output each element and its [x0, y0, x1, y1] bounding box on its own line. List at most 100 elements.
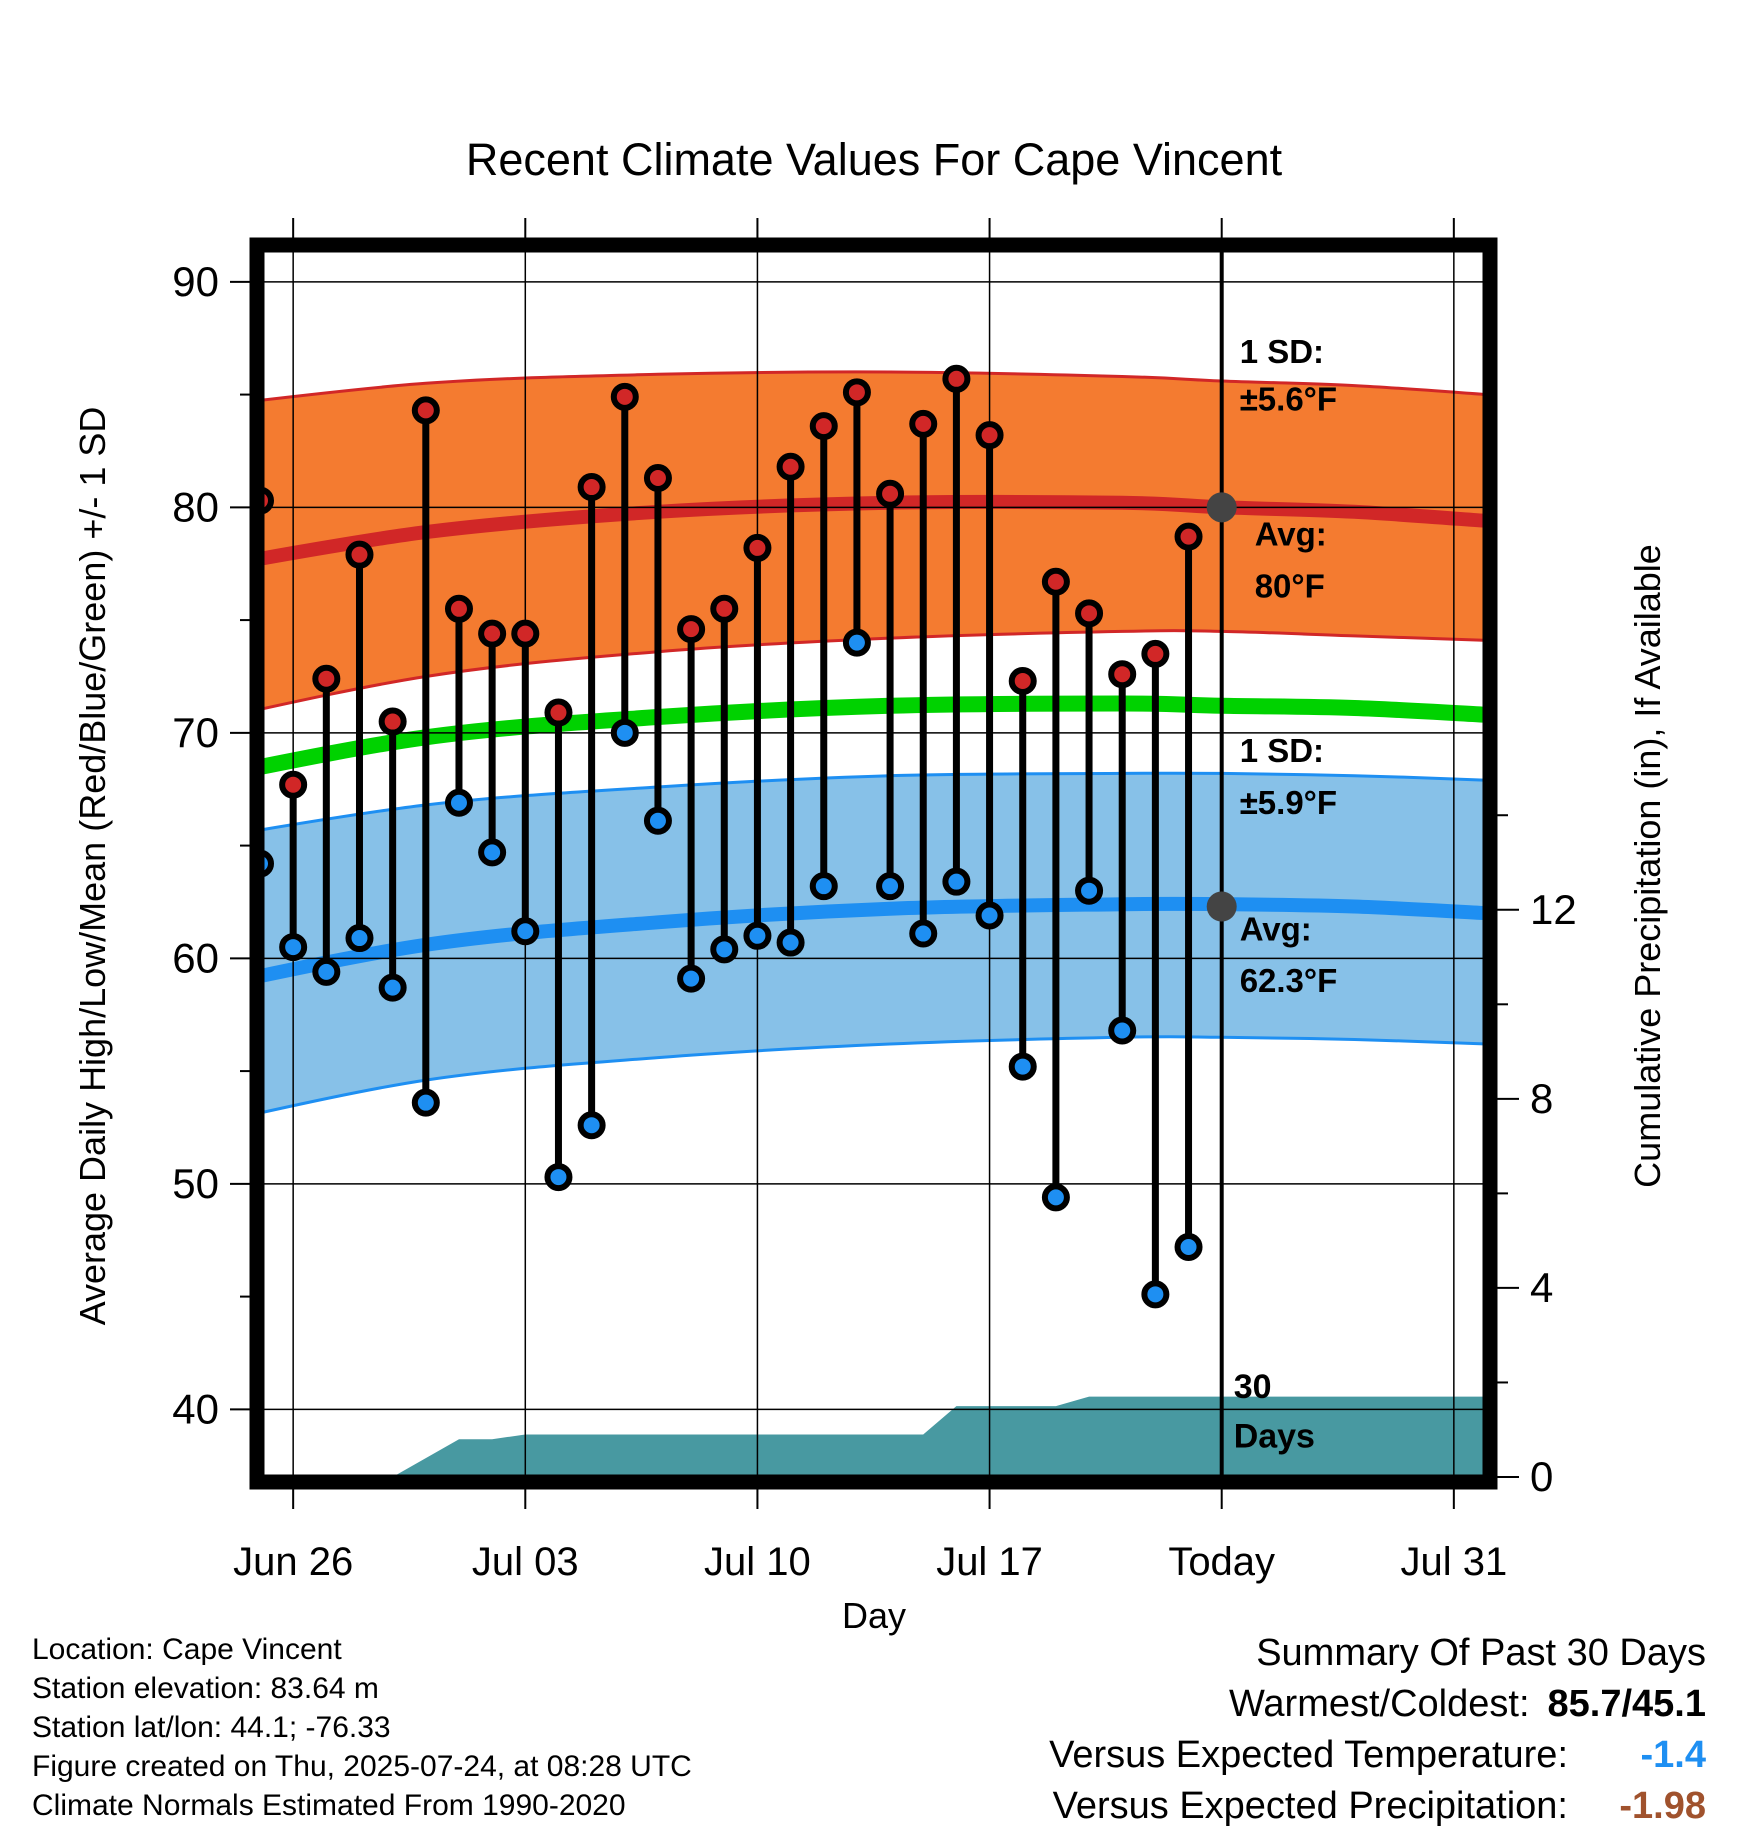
low-point: [1075, 876, 1104, 905]
high-point: [610, 382, 639, 411]
high-point: [511, 619, 540, 648]
low-point: [776, 928, 805, 957]
low-avg-label: Avg:: [1240, 910, 1312, 947]
low-point: [975, 901, 1004, 930]
summary-panel: Summary Of Past 30 Days Warmest/Coldest:…: [1049, 1628, 1706, 1832]
x-tick-label: Jul 31: [1400, 1540, 1507, 1584]
low-point: [1141, 1280, 1170, 1309]
summary-title: Summary Of Past 30 Days: [1256, 1632, 1706, 1674]
y2-tick-label: 8: [1530, 1075, 1553, 1122]
created-text: Figure created on Thu, 2025-07-24, at 08…: [32, 1750, 692, 1783]
period-days-label: Days: [1234, 1418, 1315, 1456]
temp-value: -1.4: [1640, 1734, 1706, 1776]
plot-frame: [249, 237, 1498, 1490]
high-point: [776, 452, 805, 481]
warm-cold-label: Warmest/Coldest:: [1228, 1683, 1530, 1725]
high-point: [478, 619, 507, 648]
x-tick-label: Jul 03: [472, 1540, 579, 1584]
low-point: [909, 919, 938, 948]
y2-tick-label: 0: [1530, 1453, 1553, 1500]
high-point: [1041, 567, 1070, 596]
high-sd-label: 1 SD:: [1240, 333, 1324, 370]
high-point: [876, 479, 905, 508]
station-info: Location: Cape Vincent Station elevation…: [32, 1630, 692, 1825]
high-point: [312, 664, 341, 693]
high-point: [677, 615, 706, 644]
y-tick-label: 70: [172, 709, 219, 756]
elevation-text: Station elevation: 83.64 m: [32, 1672, 379, 1705]
low-point: [478, 838, 507, 867]
precip-label: Versus Expected Precipitation:: [1052, 1785, 1568, 1827]
y-tick-label: 80: [172, 483, 219, 530]
high-avg-value: 80°F: [1255, 568, 1325, 605]
y2-tick-label: 12: [1530, 886, 1577, 933]
y-tick-label: 40: [172, 1385, 219, 1432]
x-tick-label: Jul 10: [704, 1540, 811, 1584]
x-tick-label: Today: [1168, 1540, 1275, 1584]
low-point: [643, 806, 672, 835]
today-high-avg-marker: [1206, 492, 1237, 523]
plot-area: 1 SD: ±5.6°F Avg: 80°F 1 SD: ±5.9°F Avg: 62.3°F…: [172, 218, 1577, 1584]
high-sd-value: ±5.6°F: [1240, 380, 1337, 417]
y-tick-label: 90: [172, 258, 219, 305]
y-axis-title: Average Daily High/Low/Mean (Red/Blue/Gr…: [72, 407, 113, 1326]
y2-axis-title: Cumulative Precipitation (in), If Availa…: [1627, 544, 1668, 1188]
high-point: [411, 396, 440, 425]
low-point: [876, 872, 905, 901]
location-text: Location: Cape Vincent: [32, 1633, 342, 1666]
high-point: [809, 412, 838, 441]
high-point: [842, 378, 871, 407]
high-sd-upper-edge: [260, 370, 1487, 402]
low-point: [677, 964, 706, 993]
x-tick-label: Jul 17: [936, 1540, 1043, 1584]
high-point: [1008, 666, 1037, 695]
low-point: [544, 1163, 573, 1192]
x-tick-label: Jun 26: [233, 1540, 353, 1584]
high-point: [544, 698, 573, 727]
low-point: [444, 788, 473, 817]
chart-title: Recent Climate Values For Cape Vincent: [466, 134, 1283, 185]
low-sd-value: ±5.9°F: [1240, 784, 1337, 821]
high-point: [942, 364, 971, 393]
low-point: [312, 957, 341, 986]
low-point: [1108, 1016, 1137, 1045]
high-point: [710, 594, 739, 623]
low-point: [511, 917, 540, 946]
precipitation-area: [260, 1396, 1487, 1477]
low-point: [743, 921, 772, 950]
low-point: [378, 973, 407, 1002]
y-tick-label: 60: [172, 934, 219, 981]
low-point: [1008, 1052, 1037, 1081]
high-point: [378, 707, 407, 736]
high-sd-band: [260, 371, 1487, 710]
normals-text: Climate Normals Estimated From 1990-2020: [32, 1789, 626, 1822]
low-sd-label: 1 SD:: [1240, 732, 1324, 769]
low-point: [710, 935, 739, 964]
low-sd-band: [260, 773, 1487, 1113]
warm-cold-row: Warmest/Coldest: 85.7/45.1: [1049, 1679, 1706, 1730]
low-point: [1174, 1232, 1203, 1261]
precip-row: Versus Expected Precipitation: -1.98: [1049, 1781, 1706, 1832]
today-low-avg-marker: [1206, 891, 1237, 922]
plot-inner: [260, 248, 1487, 1477]
high-point: [743, 533, 772, 562]
low-point: [411, 1088, 440, 1117]
daily-range-bars: [260, 364, 1203, 1309]
low-point: [842, 628, 871, 657]
low-avg-value: 62.3°F: [1240, 962, 1338, 999]
low-point: [809, 872, 838, 901]
y-tick-label: 50: [172, 1160, 219, 1207]
high-point: [577, 473, 606, 502]
x-axis-title: Day: [842, 1595, 906, 1636]
low-point: [610, 718, 639, 747]
high-point: [1174, 522, 1203, 551]
high-point: [279, 770, 308, 799]
period-days-number: 30: [1234, 1368, 1272, 1406]
high-point: [1141, 639, 1170, 668]
temp-label: Versus Expected Temperature:: [1049, 1734, 1568, 1776]
low-point: [279, 933, 308, 962]
high-point: [444, 594, 473, 623]
high-point: [345, 540, 374, 569]
y2-tick-label: 4: [1530, 1264, 1553, 1311]
low-point: [577, 1111, 606, 1140]
